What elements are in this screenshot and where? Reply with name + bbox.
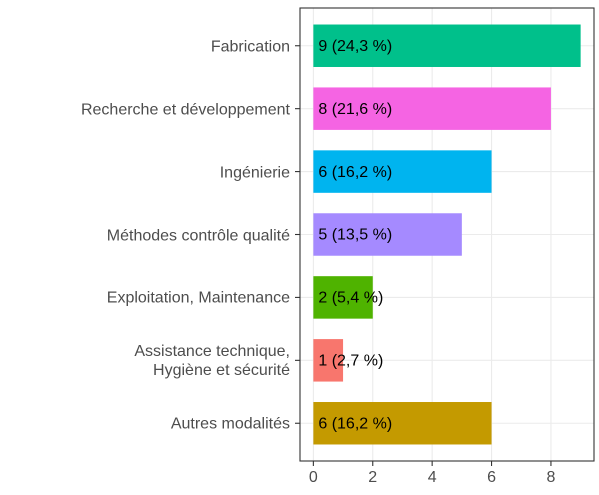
bar <box>313 402 492 445</box>
panel-border <box>299 7 595 462</box>
x-tick-label: 0 <box>309 469 318 486</box>
y-tick-label: Assistance technique, Hygiène et sécurit… <box>134 343 290 380</box>
y-tick-label: Fabrication <box>210 38 290 56</box>
y-tick-label: Exploitation, Maintenance <box>106 289 290 307</box>
x-tick-label: 4 <box>428 469 437 486</box>
x-tick-label: 6 <box>487 469 496 486</box>
y-tick-label: Méthodes contrôle qualité <box>106 227 290 244</box>
value-label: 6 (16,2 %) <box>318 164 392 181</box>
value-label: 6 (16,2 %) <box>318 415 392 432</box>
x-tick-label: 2 <box>368 469 377 486</box>
bar <box>313 24 581 67</box>
bar <box>313 150 492 193</box>
y-tick-label: Autres modalités <box>170 415 290 433</box>
value-label: 1 (2,7 %) <box>318 353 383 370</box>
value-label: 8 (21,6 %) <box>318 101 392 118</box>
bar <box>313 276 373 319</box>
bar <box>313 87 551 130</box>
value-label: 2 (5,4 %) <box>318 290 383 307</box>
y-tick-label: Recherche et développement <box>80 101 290 119</box>
bar <box>313 339 344 382</box>
bar <box>313 213 462 256</box>
x-tick-label: 8 <box>546 469 555 486</box>
value-label: 5 (13,5 %) <box>318 227 392 244</box>
value-label: 9 (24,3 %) <box>318 38 392 55</box>
y-tick-label: Ingénierie <box>219 164 290 182</box>
